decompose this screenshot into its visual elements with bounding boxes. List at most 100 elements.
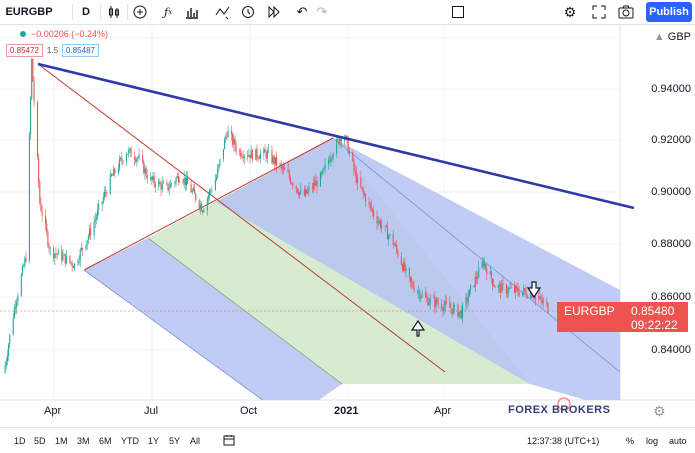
candle-body xyxy=(14,306,17,308)
candle-body xyxy=(534,296,536,299)
candle-body xyxy=(540,296,542,300)
candle-body xyxy=(273,156,275,165)
candle-body xyxy=(437,303,439,305)
y-tick: 0.94000 xyxy=(651,83,691,95)
candle-body xyxy=(138,155,140,158)
undo-icon[interactable]: ↶ xyxy=(296,4,308,19)
candle-body xyxy=(17,295,19,302)
candle-body xyxy=(457,304,459,317)
bottom-bar: 1D 5D 1M 3M 6M YTD 1Y 5Y All 12:37:38 (U… xyxy=(0,427,695,453)
candle-body xyxy=(501,283,503,293)
candle-body xyxy=(465,297,467,305)
candle-body xyxy=(248,154,250,157)
candle-body xyxy=(532,297,534,299)
range-1d[interactable]: 1D xyxy=(14,436,26,446)
range-1m[interactable]: 1M xyxy=(55,436,68,446)
range-5d[interactable]: 5D xyxy=(34,436,46,446)
candle-body xyxy=(243,155,245,159)
candle-body xyxy=(81,247,84,250)
candles-icon[interactable] xyxy=(106,3,122,21)
candle-body xyxy=(97,209,99,217)
candle-body xyxy=(500,284,502,293)
range-1y[interactable]: 1Y xyxy=(148,436,160,446)
candle-body xyxy=(428,302,430,306)
candle-body xyxy=(319,172,322,187)
candle-body xyxy=(379,220,382,228)
auto-toggle[interactable]: auto xyxy=(669,436,687,446)
add-indicator-icon[interactable] xyxy=(132,3,148,21)
candle-body xyxy=(505,284,507,294)
candle-body xyxy=(392,234,394,245)
bid-price[interactable]: 0.85472 xyxy=(6,44,43,57)
camera-icon[interactable] xyxy=(617,3,635,21)
candle-body xyxy=(159,181,161,184)
candle-body xyxy=(142,155,144,162)
publish-button[interactable]: Publish xyxy=(646,2,692,22)
pitchfork-upper-line xyxy=(332,137,620,373)
price-tag-price: 0.85480 xyxy=(631,304,675,318)
settings-gear-icon[interactable]: ⚙ xyxy=(563,3,577,20)
candle-body xyxy=(21,266,24,275)
candle-body xyxy=(64,254,66,264)
candle-body xyxy=(369,202,371,205)
redo-icon[interactable]: ↷ xyxy=(316,4,328,19)
descending-trendline xyxy=(37,62,635,210)
candle-body xyxy=(444,301,446,306)
layout-icon[interactable] xyxy=(450,3,466,21)
range-3m[interactable]: 3M xyxy=(77,436,90,446)
replay-icon[interactable] xyxy=(266,3,282,21)
candle-body xyxy=(114,168,116,173)
candle-body xyxy=(192,188,194,191)
interval-button[interactable]: D xyxy=(82,6,90,18)
candle-body xyxy=(303,189,305,196)
candle-body xyxy=(453,304,455,307)
candle-body xyxy=(242,156,244,159)
candle-body xyxy=(28,134,30,262)
percent-toggle[interactable]: % xyxy=(626,436,635,446)
candle-body xyxy=(32,58,34,82)
candle-body xyxy=(150,177,152,180)
candle-body xyxy=(474,276,476,287)
candle-body xyxy=(46,223,48,232)
candle-body xyxy=(257,157,259,159)
candle-body xyxy=(337,138,339,140)
range-6m[interactable]: 6M xyxy=(99,436,112,446)
range-all[interactable]: All xyxy=(190,436,201,446)
candle-body xyxy=(90,228,92,236)
range-5y[interactable]: 5Y xyxy=(169,436,181,446)
candle-body xyxy=(263,149,265,154)
fullscreen-icon[interactable] xyxy=(591,3,607,21)
candle-body xyxy=(276,157,278,166)
y-tick: 0.88000 xyxy=(651,238,691,250)
candle-body xyxy=(271,150,273,163)
toolbar-divider xyxy=(127,4,128,20)
alert-icon[interactable] xyxy=(240,3,256,21)
candle-body xyxy=(250,150,252,159)
candle-body xyxy=(30,98,32,135)
log-toggle[interactable]: log xyxy=(646,436,659,446)
x-tick: Oct xyxy=(240,405,258,417)
compare-icon[interactable] xyxy=(214,3,232,21)
ask-price[interactable]: 0.85487 xyxy=(62,44,99,57)
goto-date-icon[interactable] xyxy=(223,434,235,448)
candle-body xyxy=(73,263,76,269)
price-tag-countdown: 09:22:22 xyxy=(631,318,678,332)
candle-body xyxy=(88,228,91,237)
candle-body xyxy=(502,283,504,285)
candle-body xyxy=(322,169,324,174)
symbol-search-button[interactable]: EURGBP xyxy=(5,6,53,18)
financials-icon[interactable] xyxy=(184,3,200,21)
up-arrow-annotation xyxy=(410,319,426,337)
candle-body xyxy=(280,164,282,166)
clock-time[interactable]: 12:37:38 (UTC+1) xyxy=(527,436,600,446)
candle-body xyxy=(40,203,42,211)
candle-body xyxy=(39,182,41,204)
candle-body xyxy=(214,180,216,191)
candle-body xyxy=(356,177,358,183)
candle-body xyxy=(539,296,541,299)
range-ytd[interactable]: YTD xyxy=(121,436,139,446)
candle-body xyxy=(284,167,286,170)
candle-body xyxy=(25,258,27,262)
